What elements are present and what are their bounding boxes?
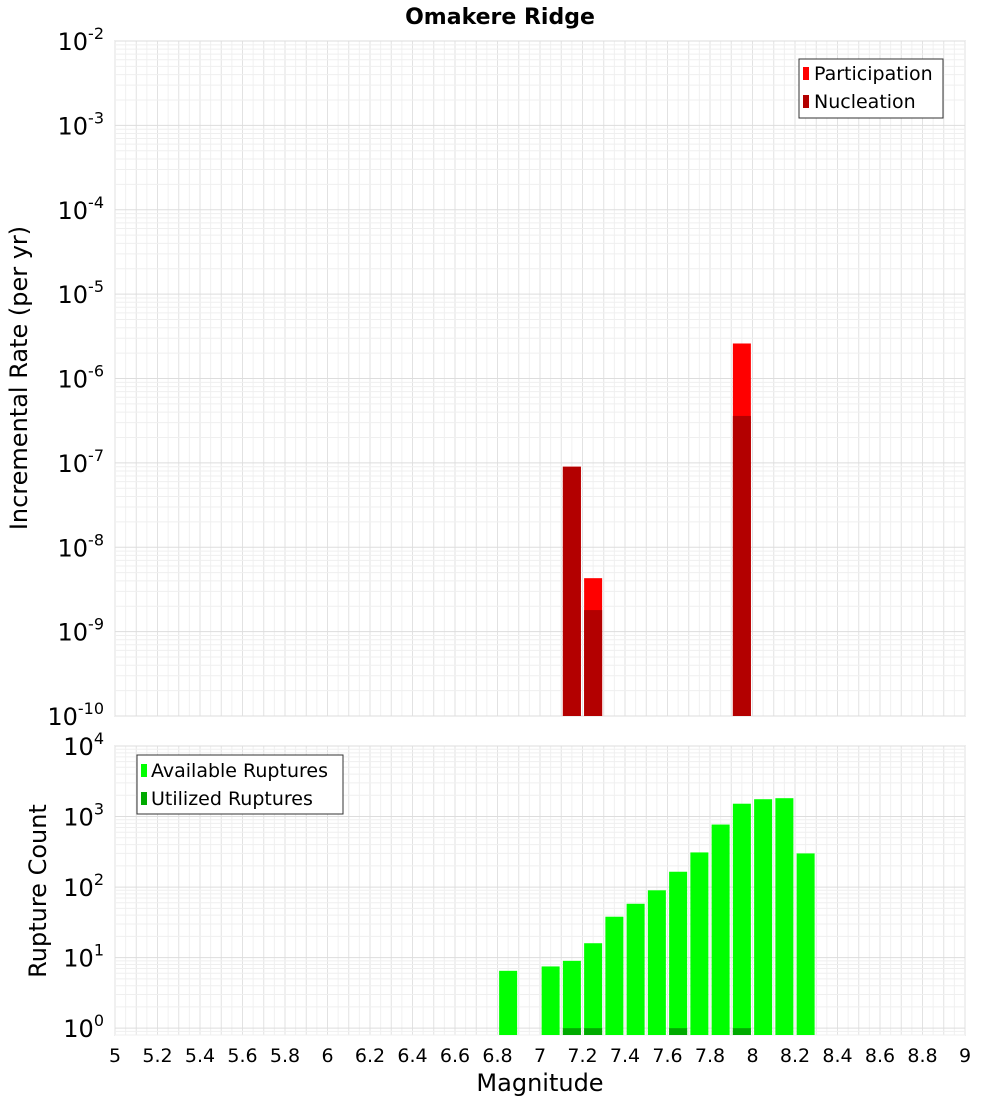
rupture-legend-box bbox=[136, 754, 344, 815]
x-tick-label: 5.8 bbox=[270, 1045, 300, 1067]
rate-y-tick-label: 10-9 bbox=[58, 615, 105, 647]
rate-y-tick-label: 10-2 bbox=[58, 24, 105, 56]
x-tick-label: 6 bbox=[321, 1045, 333, 1067]
rupture-bar-available-ruptures bbox=[647, 890, 666, 1035]
rate-panel: 10-10 10-9 10-8 10-7 10-6 10-5 10-4 10-3 10-2 In… bbox=[5, 24, 966, 731]
rupture-bar-available-ruptures bbox=[754, 799, 773, 1035]
rupture-bar-available-ruptures bbox=[562, 960, 581, 1035]
x-tick-label: 9 bbox=[959, 1045, 971, 1067]
x-tick-label: 8.6 bbox=[865, 1045, 895, 1067]
x-tick-label: 5.2 bbox=[142, 1045, 172, 1067]
rupture-bar-available-ruptures bbox=[584, 943, 603, 1035]
x-tick-label: 6.8 bbox=[482, 1045, 512, 1067]
x-tick-label: 6.2 bbox=[355, 1045, 385, 1067]
rupture-count-panel: 100 101 102 103 104 5 5.2 5.4 5.6 5.8 6 6.2 6.4 6.6 6… bbox=[24, 729, 971, 1097]
x-tick-label: 7.6 bbox=[652, 1045, 682, 1067]
legend-label-participation: Participation bbox=[814, 63, 933, 85]
rupture-bar-available-ruptures bbox=[626, 903, 645, 1035]
x-tick-label: 8 bbox=[746, 1045, 758, 1067]
x-tick-label: 7 bbox=[534, 1045, 546, 1067]
x-tick-label: 8.4 bbox=[822, 1045, 852, 1067]
rupture-bar-available-ruptures bbox=[732, 803, 751, 1035]
x-tick-label: 8.2 bbox=[780, 1045, 810, 1067]
rupture-bar-available-ruptures bbox=[690, 852, 709, 1035]
rate-y-tick-label: 10-4 bbox=[58, 193, 105, 225]
rupture-y-tick-label: 100 bbox=[63, 1011, 104, 1043]
rupture-y-tick-label: 101 bbox=[63, 941, 104, 973]
rupture-bar-utilized-ruptures bbox=[584, 1028, 603, 1035]
rate-legend: Participation Nucleation bbox=[798, 58, 944, 119]
rate-y-tick-label: 10-6 bbox=[58, 362, 105, 394]
x-axis-label: Magnitude bbox=[476, 1069, 603, 1097]
rupture-bar-utilized-ruptures bbox=[562, 1028, 581, 1035]
rate-grid bbox=[114, 40, 966, 717]
rate-y-tick-labels: 10-10 10-9 10-8 10-7 10-6 10-5 10-4 10-3 10-2 bbox=[47, 24, 104, 731]
rupture-bar-utilized-ruptures bbox=[732, 1028, 751, 1035]
rate-bar-nucleation bbox=[562, 466, 581, 716]
rate-y-tick-label: 10-10 bbox=[47, 699, 104, 731]
x-tick-label: 5 bbox=[109, 1045, 121, 1067]
rate-y-tick-label: 10-8 bbox=[58, 530, 105, 562]
rupture-grid bbox=[114, 745, 966, 1036]
rupture-bar-available-ruptures bbox=[669, 871, 688, 1035]
rupture-bar-available-ruptures bbox=[796, 853, 815, 1035]
rupture-bar-available-ruptures bbox=[605, 916, 624, 1035]
rate-y-tick-label: 10-5 bbox=[58, 277, 105, 309]
rupture-y-tick-labels: 100 101 102 103 104 bbox=[63, 729, 104, 1043]
legend-label-available: Available Ruptures bbox=[151, 760, 328, 782]
rupture-bars bbox=[499, 798, 815, 1035]
rate-y-tick-label: 10-3 bbox=[58, 108, 105, 140]
rate-legend-box bbox=[798, 58, 944, 119]
x-tick-label: 6.6 bbox=[440, 1045, 470, 1067]
rupture-bar-available-ruptures bbox=[775, 798, 794, 1035]
x-tick-label: 5.4 bbox=[185, 1045, 215, 1067]
rate-bar-nucleation bbox=[732, 415, 751, 716]
rupture-bar-available-ruptures bbox=[711, 824, 730, 1035]
rupture-legend: Available Ruptures Utilized Ruptures bbox=[136, 754, 344, 815]
rate-bar-nucleation bbox=[584, 610, 603, 716]
x-tick-label: 7.4 bbox=[610, 1045, 640, 1067]
chart-title: Omakere Ridge bbox=[405, 5, 595, 30]
legend-swatch-utilized bbox=[141, 792, 147, 805]
rate-y-axis-label: Incremental Rate (per yr) bbox=[5, 226, 33, 530]
x-tick-label: 6.4 bbox=[397, 1045, 427, 1067]
legend-swatch-nucleation bbox=[803, 95, 809, 108]
rupture-bar-utilized-ruptures bbox=[669, 1028, 688, 1035]
legend-label-nucleation: Nucleation bbox=[814, 91, 916, 113]
legend-swatch-participation bbox=[803, 67, 809, 80]
rupture-y-tick-label: 104 bbox=[63, 729, 104, 761]
x-tick-label: 7.8 bbox=[695, 1045, 725, 1067]
rupture-bar-available-ruptures bbox=[499, 970, 518, 1035]
rupture-y-tick-label: 103 bbox=[63, 800, 104, 832]
rupture-bar-available-ruptures bbox=[541, 966, 560, 1035]
rate-y-tick-label: 10-7 bbox=[58, 446, 105, 478]
rate-bars bbox=[562, 343, 751, 716]
legend-swatch-available bbox=[141, 764, 147, 777]
x-tick-label: 8.8 bbox=[907, 1045, 937, 1067]
rupture-y-axis-label: Rupture Count bbox=[24, 804, 52, 978]
legend-label-utilized: Utilized Ruptures bbox=[151, 788, 313, 810]
x-tick-label: 5.6 bbox=[227, 1045, 257, 1067]
x-tick-label: 7.2 bbox=[567, 1045, 597, 1067]
rupture-y-tick-label: 102 bbox=[63, 870, 104, 902]
rupture-x-tick-labels: 5 5.2 5.4 5.6 5.8 6 6.2 6.4 6.6 6.8 7 7.2 7.4 7.6 7.8 8… bbox=[109, 1045, 971, 1067]
